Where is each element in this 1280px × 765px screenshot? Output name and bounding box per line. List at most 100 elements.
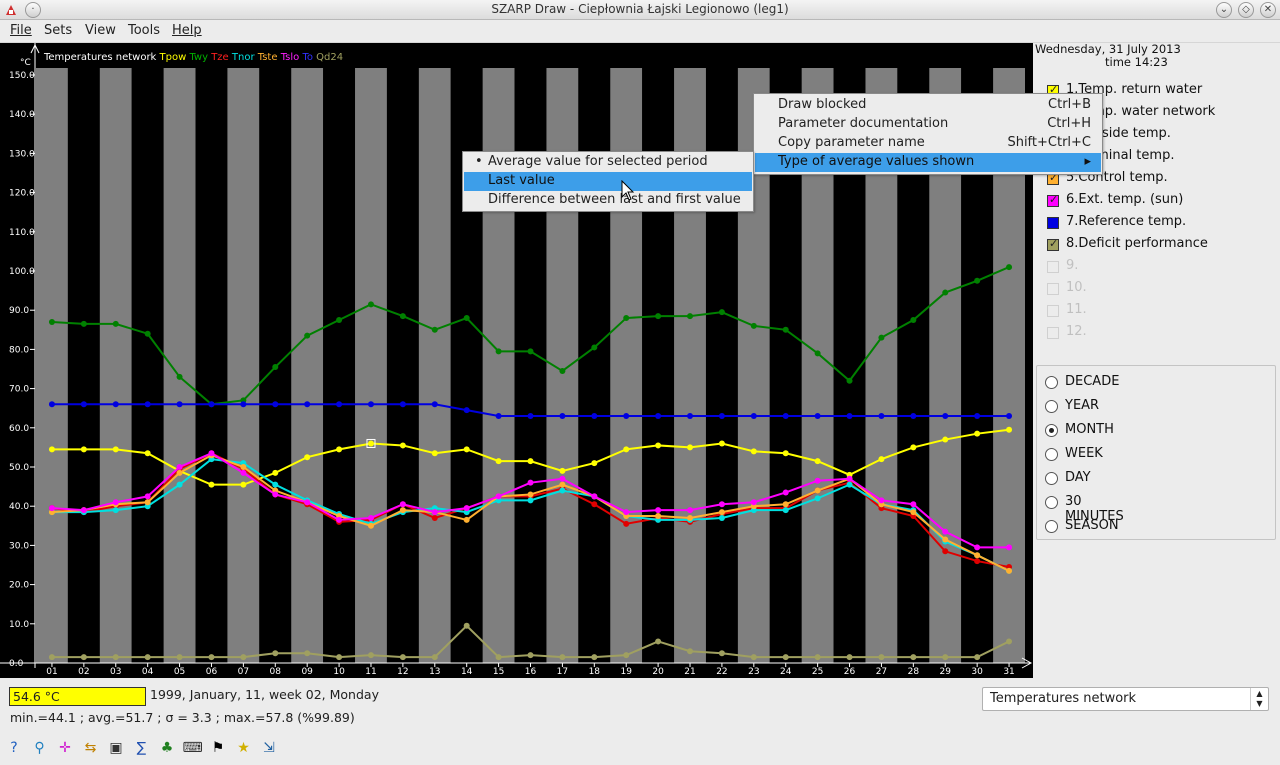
data-point-Tze bbox=[591, 501, 598, 508]
x-tick-label: 27 bbox=[876, 667, 887, 677]
x-tick-label: 20 bbox=[652, 667, 664, 677]
y-tick-label: 130.0 bbox=[9, 149, 35, 159]
context-menu-item[interactable]: Parameter documentation Ctrl+H bbox=[755, 115, 1101, 134]
data-point-To bbox=[559, 413, 566, 420]
param-label: 10. bbox=[1066, 280, 1087, 295]
submenu-item[interactable]: • Average value for selected period bbox=[464, 153, 752, 172]
data-point-Twy bbox=[304, 332, 311, 339]
data-point-To bbox=[655, 413, 662, 420]
param-color-checkbox[interactable] bbox=[1047, 261, 1059, 273]
y-tick-label: 60.0 bbox=[9, 424, 29, 434]
data-point-To bbox=[208, 401, 215, 408]
export-icon[interactable]: ⇲ bbox=[263, 740, 275, 756]
x-tick-label: 22 bbox=[716, 667, 727, 677]
maximize-button[interactable]: ◇ bbox=[1238, 2, 1254, 18]
chevron-up-down-icon: ▲ ▼ bbox=[1250, 688, 1268, 710]
menu-item-shortcut: Ctrl+H bbox=[1047, 116, 1091, 131]
param-color-checkbox[interactable] bbox=[1047, 283, 1059, 295]
data-point-Twy bbox=[655, 313, 662, 320]
context-menu-item[interactable]: Draw blocked Ctrl+B bbox=[755, 96, 1101, 115]
minimize-button[interactable]: ⌄ bbox=[1216, 2, 1232, 18]
radio-button[interactable] bbox=[1045, 472, 1058, 485]
menu-sets[interactable]: Sets bbox=[44, 23, 73, 38]
day-stripe bbox=[67, 68, 100, 663]
x-tick-label: 06 bbox=[206, 667, 218, 677]
split-icon[interactable]: ⇆ bbox=[84, 740, 97, 756]
data-point-To bbox=[623, 413, 630, 420]
radio-button[interactable] bbox=[1045, 376, 1058, 389]
data-point-Qd24 bbox=[655, 638, 662, 645]
set-selector[interactable]: Temperatures network ▲ ▼ bbox=[982, 687, 1269, 711]
help-icon[interactable]: ? bbox=[10, 740, 18, 756]
x-tick-label: 14 bbox=[461, 667, 473, 677]
x-tick-label: 17 bbox=[557, 667, 568, 677]
y-axis-arrow bbox=[30, 43, 40, 54]
data-point-Twy bbox=[495, 348, 502, 355]
filter-icon[interactable]: ▣ bbox=[109, 740, 123, 756]
data-point-To bbox=[495, 413, 502, 420]
data-point-Tslo bbox=[750, 499, 757, 506]
close-button[interactable]: ✕ bbox=[1260, 2, 1276, 18]
graph-set-title: Temperatures network bbox=[43, 52, 160, 63]
radio-button[interactable] bbox=[1045, 400, 1058, 413]
param-color-checkbox[interactable] bbox=[1047, 237, 1059, 251]
data-point-To bbox=[176, 401, 183, 408]
x-tick-label: 01 bbox=[46, 667, 57, 677]
x-tick-label: 25 bbox=[812, 667, 823, 677]
checkered-flag-icon[interactable]: ⚑ bbox=[211, 740, 225, 756]
data-point-Qd24 bbox=[559, 654, 566, 661]
param-color-checkbox[interactable] bbox=[1047, 327, 1059, 339]
summary-icon[interactable]: ∑ bbox=[136, 740, 147, 756]
param-color-checkbox[interactable] bbox=[1047, 193, 1059, 207]
crosshair-icon[interactable]: ✛ bbox=[59, 740, 71, 756]
radio-button[interactable] bbox=[1045, 424, 1058, 437]
data-point-Tste bbox=[687, 514, 694, 521]
set-selector-value: Temperatures network bbox=[990, 691, 1137, 706]
data-point-Qd24 bbox=[176, 654, 183, 661]
data-point-Tste bbox=[176, 469, 183, 476]
data-point-Tslo bbox=[910, 501, 917, 508]
data-point-Qd24 bbox=[208, 654, 215, 661]
radio-button[interactable] bbox=[1045, 520, 1058, 533]
data-point-Twy bbox=[559, 367, 566, 374]
param-color-checkbox[interactable] bbox=[1047, 305, 1059, 317]
y-tick-label: 0.0 bbox=[9, 659, 24, 669]
menu-tools[interactable]: Tools bbox=[128, 23, 161, 38]
data-point-Tpow bbox=[750, 448, 757, 455]
menu-help[interactable]: Help bbox=[172, 23, 202, 38]
menu-view[interactable]: View bbox=[85, 23, 116, 38]
palm-icon[interactable]: ♣ bbox=[160, 740, 174, 756]
y-tick-label: 140.0 bbox=[9, 110, 35, 120]
data-point-To bbox=[336, 401, 343, 408]
graph-area[interactable]: 150.0 140.0 130.0 120.0 110.0 100.0 90.0 80.0 70… bbox=[0, 43, 1033, 678]
data-point-Tste bbox=[782, 501, 789, 508]
data-point-Twy bbox=[910, 317, 917, 323]
window-menu-button[interactable]: · bbox=[25, 2, 41, 18]
submenu-item[interactable]: Last value bbox=[464, 172, 752, 191]
data-point-Tpow bbox=[623, 446, 630, 453]
radio-button[interactable] bbox=[1045, 448, 1058, 461]
day-stripe bbox=[323, 68, 356, 663]
star-icon[interactable]: ★ bbox=[237, 740, 250, 756]
period-label: YEAR bbox=[1065, 398, 1100, 413]
param-color-checkbox[interactable] bbox=[1047, 217, 1059, 229]
header-param-code: Tslo bbox=[280, 52, 303, 63]
day-stripe bbox=[227, 68, 260, 663]
x-tick-label: 28 bbox=[908, 667, 920, 677]
data-point-Tslo bbox=[942, 528, 949, 535]
context-menu-item[interactable]: Type of average values shown ▸ bbox=[755, 153, 1101, 172]
data-point-Qd24 bbox=[367, 652, 374, 659]
selection-cursor[interactable] bbox=[366, 438, 376, 448]
submenu-item[interactable]: Difference between last and first value bbox=[464, 191, 752, 210]
radio-button[interactable] bbox=[1045, 496, 1058, 509]
zoom-icon[interactable]: ⚲ bbox=[34, 740, 45, 756]
average-type-submenu: • Average value for selected period Last v… bbox=[462, 151, 754, 212]
keyboard-icon[interactable]: ⌨ bbox=[182, 740, 203, 756]
data-point-Tpow bbox=[814, 458, 821, 465]
data-point-To bbox=[431, 401, 438, 408]
data-point-Qd24 bbox=[591, 654, 598, 661]
x-axis-arrow bbox=[1021, 657, 1033, 669]
menu-file[interactable]: File bbox=[10, 23, 32, 38]
data-point-Tste bbox=[814, 487, 821, 494]
context-menu-item[interactable]: Copy parameter name Shift+Ctrl+C bbox=[755, 134, 1101, 153]
